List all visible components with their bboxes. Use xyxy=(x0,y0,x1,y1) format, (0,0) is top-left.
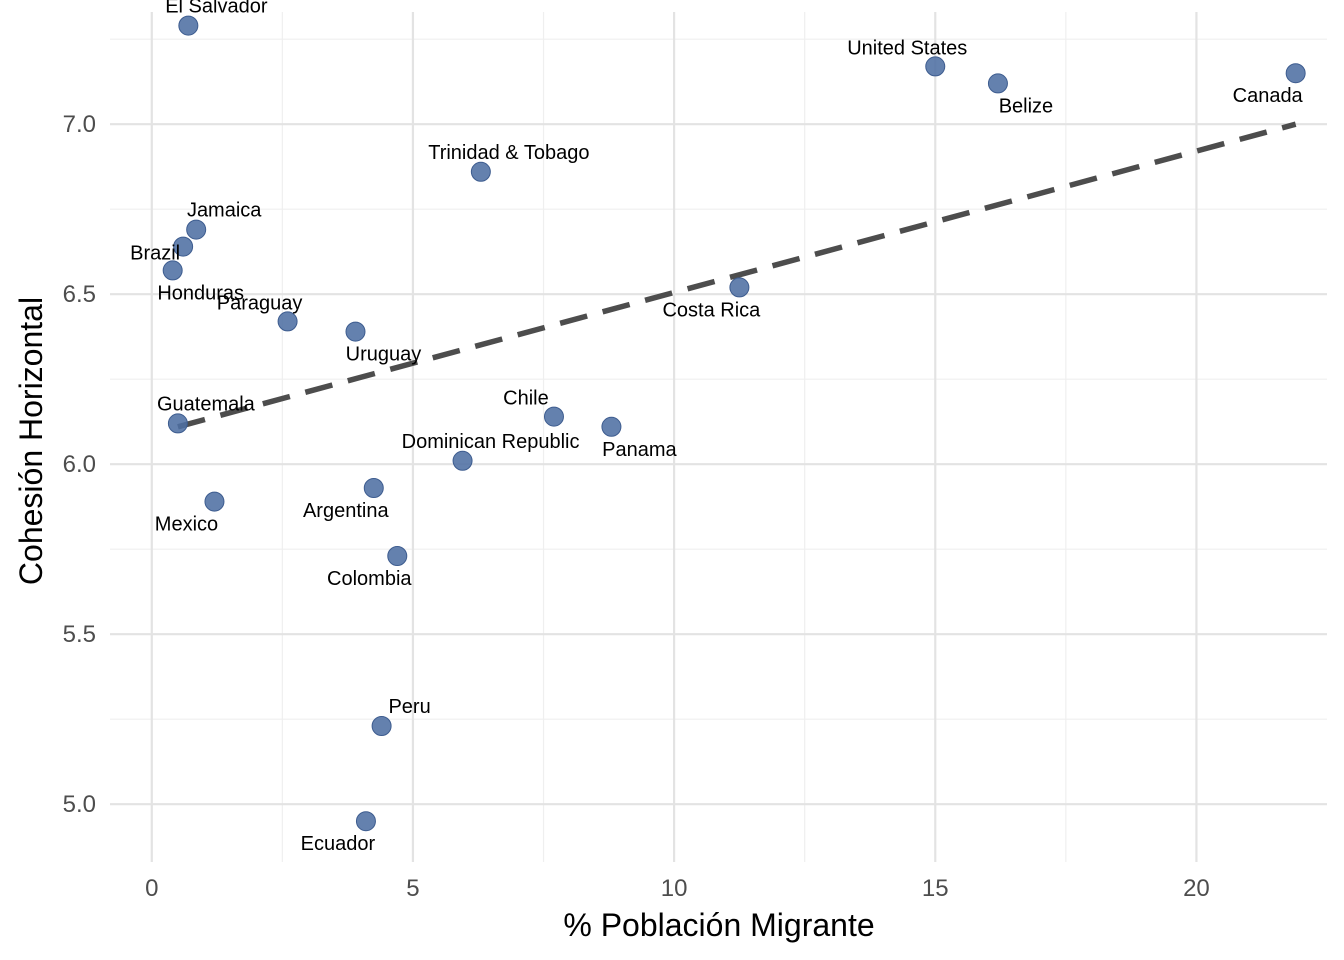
data-point xyxy=(387,546,408,566)
point-labels: El Salvador United States Belize Canada Trin… xyxy=(130,0,1303,855)
point-label: Dominican Republic xyxy=(402,431,580,453)
point-label: Paraguay xyxy=(217,292,303,314)
point-label: Mexico xyxy=(155,514,218,536)
point-label: El Salvador xyxy=(165,0,268,18)
x-tick-label: 15 xyxy=(922,875,949,902)
data-point xyxy=(729,277,750,298)
data-point xyxy=(204,491,225,512)
data-point xyxy=(601,416,622,437)
point-label: Uruguay xyxy=(346,344,422,366)
data-point xyxy=(355,811,376,832)
point-label: Peru xyxy=(388,696,430,718)
point-label: Argentina xyxy=(303,500,389,522)
data-point xyxy=(162,260,183,281)
data-point xyxy=(452,450,473,471)
point-label: Trinidad & Tobago xyxy=(428,142,589,164)
data-point xyxy=(345,321,366,342)
point-label: Brazil xyxy=(130,243,180,265)
data-points xyxy=(162,15,1306,832)
data-point xyxy=(987,73,1008,94)
data-point xyxy=(363,478,384,498)
grid xyxy=(110,12,1327,862)
y-tick-label: 6.5 xyxy=(63,281,96,308)
y-tick-label: 7.0 xyxy=(63,111,96,138)
y-tick-label: 5.0 xyxy=(63,791,96,818)
data-point xyxy=(173,236,194,257)
point-label: Ecuador xyxy=(301,833,376,855)
data-point xyxy=(178,15,199,36)
y-axis-title: Cohesión Horizontal xyxy=(13,297,49,585)
tick-labels: 0 5 10 15 20 5.0 5.5 6.0 6.5 7.0 xyxy=(63,111,1210,902)
x-tick-label: 20 xyxy=(1183,875,1210,902)
x-tick-label: 5 xyxy=(406,875,419,902)
point-label: Jamaica xyxy=(187,200,262,222)
data-point xyxy=(277,311,298,332)
point-label: Colombia xyxy=(327,568,412,590)
data-point xyxy=(167,413,188,434)
point-label: Honduras xyxy=(157,282,244,304)
point-label: Chile xyxy=(503,388,549,410)
data-point xyxy=(470,161,491,182)
point-label: United States xyxy=(847,37,967,59)
trend-line xyxy=(177,121,1297,430)
trend-line-group xyxy=(177,121,1297,430)
point-label: Canada xyxy=(1233,85,1304,107)
point-label: Belize xyxy=(999,95,1053,117)
x-tick-label: 10 xyxy=(661,875,688,902)
x-axis-title: % Población Migrante xyxy=(563,907,874,943)
point-label: Guatemala xyxy=(157,393,256,415)
data-point xyxy=(1285,63,1306,84)
data-point xyxy=(186,219,207,240)
data-point xyxy=(925,56,946,77)
data-point xyxy=(371,716,392,736)
data-point xyxy=(543,406,564,427)
x-tick-label: 0 xyxy=(145,875,158,902)
y-tick-label: 5.5 xyxy=(63,621,96,648)
y-tick-label: 6.0 xyxy=(63,451,96,478)
point-label: Panama xyxy=(602,439,677,461)
point-label: Costa Rica xyxy=(662,299,761,321)
